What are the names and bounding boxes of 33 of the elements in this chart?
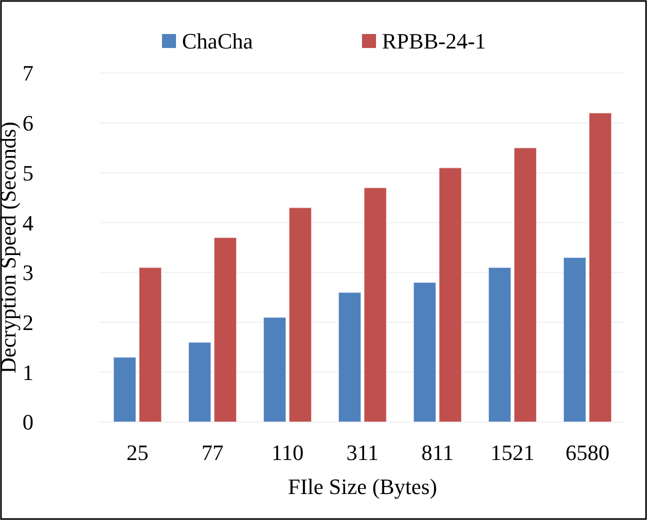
y-tick-label: 7 xyxy=(22,60,34,86)
bar xyxy=(438,167,462,422)
legend-label: RPBB-24-1 xyxy=(382,28,486,54)
y-tick-label: 3 xyxy=(22,260,34,286)
x-tick-label: 1521 xyxy=(490,440,534,465)
y-tick-label: 0 xyxy=(22,410,34,435)
x-tick-label: 6580 xyxy=(566,440,610,465)
bar xyxy=(563,256,586,422)
bar xyxy=(413,282,436,422)
legend-label: ChaCha xyxy=(182,28,254,54)
bar xyxy=(514,147,537,422)
x-tick-label: 311 xyxy=(346,440,379,465)
y-tick-label: 1 xyxy=(22,360,34,385)
bar xyxy=(138,266,162,422)
bar xyxy=(113,356,136,422)
x-tick-label: 77 xyxy=(202,440,224,465)
y-tick-label: 2 xyxy=(22,310,34,335)
y-tick-label: 4 xyxy=(22,210,34,236)
x-axis-title: FIle Size (Bytes) xyxy=(288,474,438,499)
bar xyxy=(288,207,312,422)
y-tick-label: 6 xyxy=(22,110,34,136)
y-axis-title: Decryption Speed (Seconds) xyxy=(0,122,21,374)
bar xyxy=(188,342,212,422)
x-tick-label: 110 xyxy=(271,440,304,465)
bar xyxy=(263,316,286,422)
bar xyxy=(488,266,512,422)
bar xyxy=(338,292,362,422)
bar xyxy=(364,187,387,422)
bar xyxy=(588,112,612,422)
x-tick-label: 811 xyxy=(421,440,454,465)
y-tick-label: 5 xyxy=(22,160,34,186)
x-tick-label: 25 xyxy=(126,440,148,465)
bar xyxy=(214,237,237,422)
